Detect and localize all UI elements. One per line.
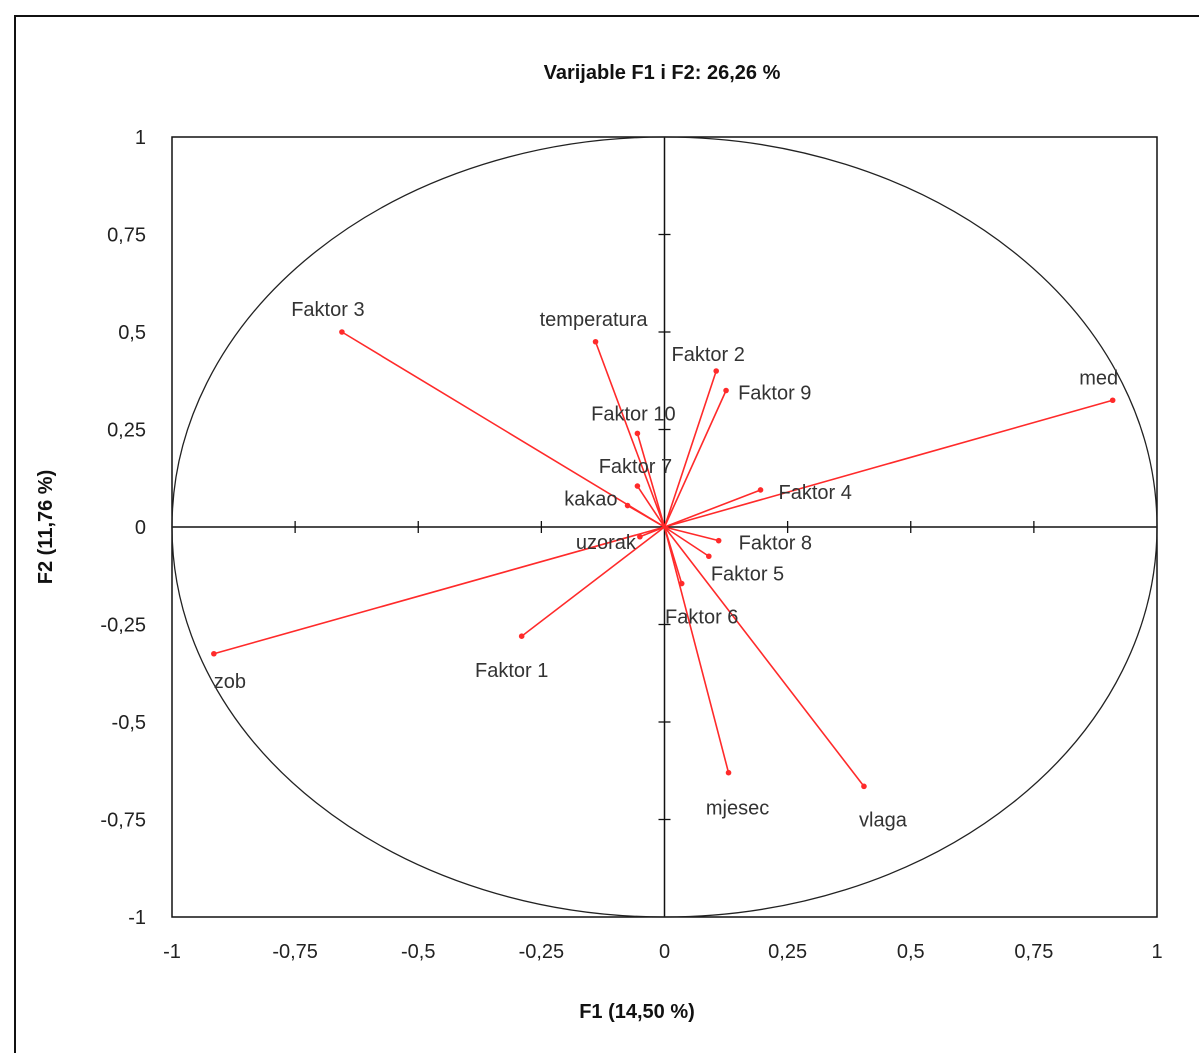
x-tick-label: -0,75 bbox=[272, 941, 318, 963]
point-uzorak bbox=[637, 533, 643, 540]
vector-faktor-1 bbox=[521, 526, 665, 637]
x-tick-labels: -1 -0,75 -0,5 -0,25 0 0,25 0,5 0,75 1 bbox=[163, 941, 1162, 963]
x-tick-label: 1 bbox=[1151, 941, 1162, 963]
y-tick-label: -0,25 bbox=[100, 615, 146, 637]
label-temperatura: temperatura bbox=[540, 309, 649, 331]
point-vlaga bbox=[861, 783, 867, 790]
label-uzorak: uzorak bbox=[576, 532, 637, 554]
vector-faktor-3 bbox=[341, 331, 665, 528]
label-med: med bbox=[1079, 367, 1118, 389]
vector-faktor-10 bbox=[636, 433, 666, 528]
label-kakao: kakao bbox=[564, 489, 617, 511]
point-faktor-7 bbox=[634, 483, 641, 489]
y-tick-label: 0,5 bbox=[118, 322, 146, 344]
y-tick-label: 0,25 bbox=[107, 420, 146, 442]
point-temperatura bbox=[592, 338, 599, 345]
point-kakao bbox=[624, 502, 631, 509]
point-mjesec bbox=[725, 769, 732, 776]
vector-faktor-9 bbox=[663, 390, 727, 528]
vector-zob bbox=[213, 526, 665, 655]
variable-labels: med zob Faktor 3 temperatura Faktor 2 Faktor … bbox=[214, 299, 1118, 831]
label-faktor-2: Faktor 2 bbox=[672, 344, 745, 366]
point-faktor-1 bbox=[518, 633, 525, 639]
vector-faktor-5 bbox=[664, 526, 710, 557]
vector-faktor-4 bbox=[664, 489, 761, 528]
vector-kakao bbox=[627, 504, 665, 528]
y-tick-labels: 1 0,75 0,5 0,25 0 -0,25 -0,5 -0,75 -1 bbox=[100, 127, 146, 929]
point-faktor-5 bbox=[706, 553, 712, 560]
point-faktor-9 bbox=[723, 387, 729, 394]
label-faktor-3: Faktor 3 bbox=[291, 299, 364, 321]
label-faktor-6: Faktor 6 bbox=[665, 607, 738, 629]
y-tick-label: 0,75 bbox=[107, 225, 146, 247]
label-faktor-8: Faktor 8 bbox=[739, 533, 812, 555]
y-tick-label: -0,5 bbox=[112, 712, 146, 734]
label-faktor-4: Faktor 4 bbox=[779, 482, 852, 504]
chart-title: Varijable F1 i F2: 26,26 % bbox=[544, 62, 781, 84]
point-zob bbox=[211, 650, 217, 657]
point-faktor-3 bbox=[339, 329, 345, 335]
variable-vectors bbox=[211, 329, 1116, 790]
y-tick-label: -0,75 bbox=[100, 810, 146, 832]
vector-vlaga bbox=[663, 526, 865, 787]
y-tick-label: 1 bbox=[135, 127, 146, 149]
vector-uzorak bbox=[639, 526, 665, 538]
x-axis-title: F1 (14,50 %) bbox=[579, 1001, 695, 1023]
unit-circle bbox=[171, 136, 1158, 918]
x-tick-label: -0,5 bbox=[401, 941, 435, 963]
vector-med bbox=[664, 399, 1113, 528]
label-vlaga: vlaga bbox=[859, 809, 908, 831]
y-axis-title: F2 (11,76 %) bbox=[35, 470, 57, 585]
point-faktor-10 bbox=[634, 430, 641, 437]
vector-faktor-2 bbox=[663, 370, 717, 528]
label-faktor-7: Faktor 7 bbox=[599, 456, 672, 478]
label-faktor-5: Faktor 5 bbox=[711, 563, 784, 585]
x-tick-label: 0,75 bbox=[1014, 941, 1053, 963]
vector-temperatura bbox=[594, 341, 666, 528]
point-med bbox=[1109, 397, 1116, 404]
y-tick-label: 0 bbox=[135, 517, 146, 539]
label-faktor-1: Faktor 1 bbox=[475, 660, 548, 682]
point-faktor-8 bbox=[715, 537, 722, 544]
label-faktor-10: Faktor 10 bbox=[591, 403, 675, 425]
vector-faktor-8 bbox=[664, 526, 719, 542]
chart-frame bbox=[14, 15, 1199, 1053]
x-tick-label: 0 bbox=[659, 941, 670, 963]
vector-mjesec bbox=[663, 526, 730, 773]
x-tick-label: 0,25 bbox=[768, 941, 807, 963]
label-mjesec: mjesec bbox=[706, 798, 769, 820]
vector-faktor-7 bbox=[636, 485, 666, 528]
y-tick-label: -1 bbox=[128, 907, 146, 929]
point-faktor-2 bbox=[713, 368, 720, 374]
x-tick-label: -0,25 bbox=[519, 941, 565, 963]
label-zob: zob bbox=[214, 671, 246, 693]
point-faktor-4 bbox=[757, 487, 764, 493]
label-faktor-9: Faktor 9 bbox=[738, 383, 811, 405]
x-tick-label: -1 bbox=[163, 941, 181, 963]
x-tick-label: 0,5 bbox=[897, 941, 925, 963]
